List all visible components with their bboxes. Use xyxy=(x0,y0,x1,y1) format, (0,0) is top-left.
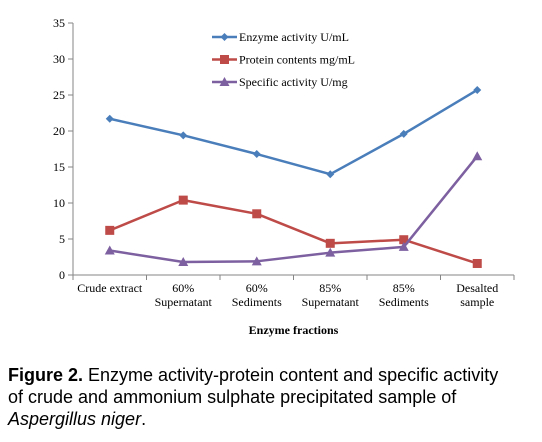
y-tick-label: 35 xyxy=(53,16,65,30)
x-axis-label: Enzyme fractions xyxy=(249,323,339,337)
x-tick-label-line: sample xyxy=(460,295,494,309)
x-tick-label-line: Sediments xyxy=(379,295,429,309)
caption-species: Aspergillus niger xyxy=(8,409,142,429)
x-tick-label-line: 85% xyxy=(393,281,415,295)
caption-text: Enzyme activity-protein content and spec… xyxy=(8,365,499,407)
x-tick-label-line: Sediments xyxy=(232,295,282,309)
data-point xyxy=(252,209,262,219)
legend-marker xyxy=(219,77,230,86)
x-tick-label-line: Supernatant xyxy=(155,295,213,309)
caption-end: . xyxy=(141,409,147,429)
y-tick-label: 25 xyxy=(53,88,65,102)
legend-label: Specific activity U/mg xyxy=(239,75,348,89)
legend-label: Protein contents mg/mL xyxy=(239,53,355,67)
x-tick-label: 85% Sediments xyxy=(379,281,429,309)
series-line xyxy=(109,198,478,265)
data-point xyxy=(179,131,188,140)
series-square xyxy=(105,195,482,268)
data-point xyxy=(398,241,409,251)
x-tick-label-line: 60% xyxy=(172,281,194,295)
data-point xyxy=(473,85,482,94)
legend-marker xyxy=(220,55,229,64)
y-tick-label: 20 xyxy=(53,124,65,138)
data-point xyxy=(399,129,408,138)
data-point xyxy=(178,257,189,267)
series-line xyxy=(109,155,479,264)
legend-label: Enzyme activity U/mL xyxy=(239,30,349,44)
x-tick-label: Crude extract xyxy=(77,281,143,295)
x-tick-label-line: 85% xyxy=(319,281,341,295)
chart-legend: Enzyme activity U/mL Protein contents mg/… xyxy=(212,30,355,89)
x-tick-label: 60% Sediments xyxy=(232,281,282,309)
legend-marker xyxy=(220,33,229,41)
data-point xyxy=(325,238,335,248)
x-tick-label-line: 60% xyxy=(246,281,268,295)
chart-series xyxy=(104,85,483,268)
y-axis-ticks: 0 5 10 15 20 25 30 35 xyxy=(53,16,73,282)
y-tick-label: 5 xyxy=(59,232,65,246)
figure-caption: Figure 2. Enzyme activity-protein conten… xyxy=(8,364,508,430)
data-point xyxy=(251,256,262,266)
legend-item: Enzyme activity U/mL xyxy=(212,30,349,44)
data-point xyxy=(105,225,115,235)
data-point xyxy=(472,258,482,268)
data-point xyxy=(399,235,409,245)
legend-item: Specific activity U/mg xyxy=(212,75,348,89)
data-point xyxy=(104,245,115,255)
x-tick-label: 85% Supernatant xyxy=(302,281,360,309)
y-tick-label: 15 xyxy=(53,160,65,174)
x-tick-label-line: Desalted xyxy=(456,281,498,295)
data-point xyxy=(472,151,483,161)
data-point xyxy=(252,150,261,159)
data-point xyxy=(105,114,114,123)
series-triangle xyxy=(104,151,483,267)
data-point xyxy=(325,247,336,257)
caption-label: Figure 2. xyxy=(8,365,84,385)
y-tick-label: 10 xyxy=(53,196,65,210)
y-tick-label: 0 xyxy=(59,268,65,282)
data-point xyxy=(326,170,335,179)
x-tick-label: Desalted sample xyxy=(456,281,498,309)
legend-item: Protein contents mg/mL xyxy=(212,53,355,67)
x-tick-label: 60% Supernatant xyxy=(155,281,213,309)
series-diamond xyxy=(105,85,482,179)
x-tick-label-line: Supernatant xyxy=(302,295,360,309)
series-line xyxy=(109,88,478,176)
data-point xyxy=(178,195,188,205)
y-tick-label: 30 xyxy=(53,52,65,66)
x-tick-label-line: Crude extract xyxy=(77,281,143,295)
